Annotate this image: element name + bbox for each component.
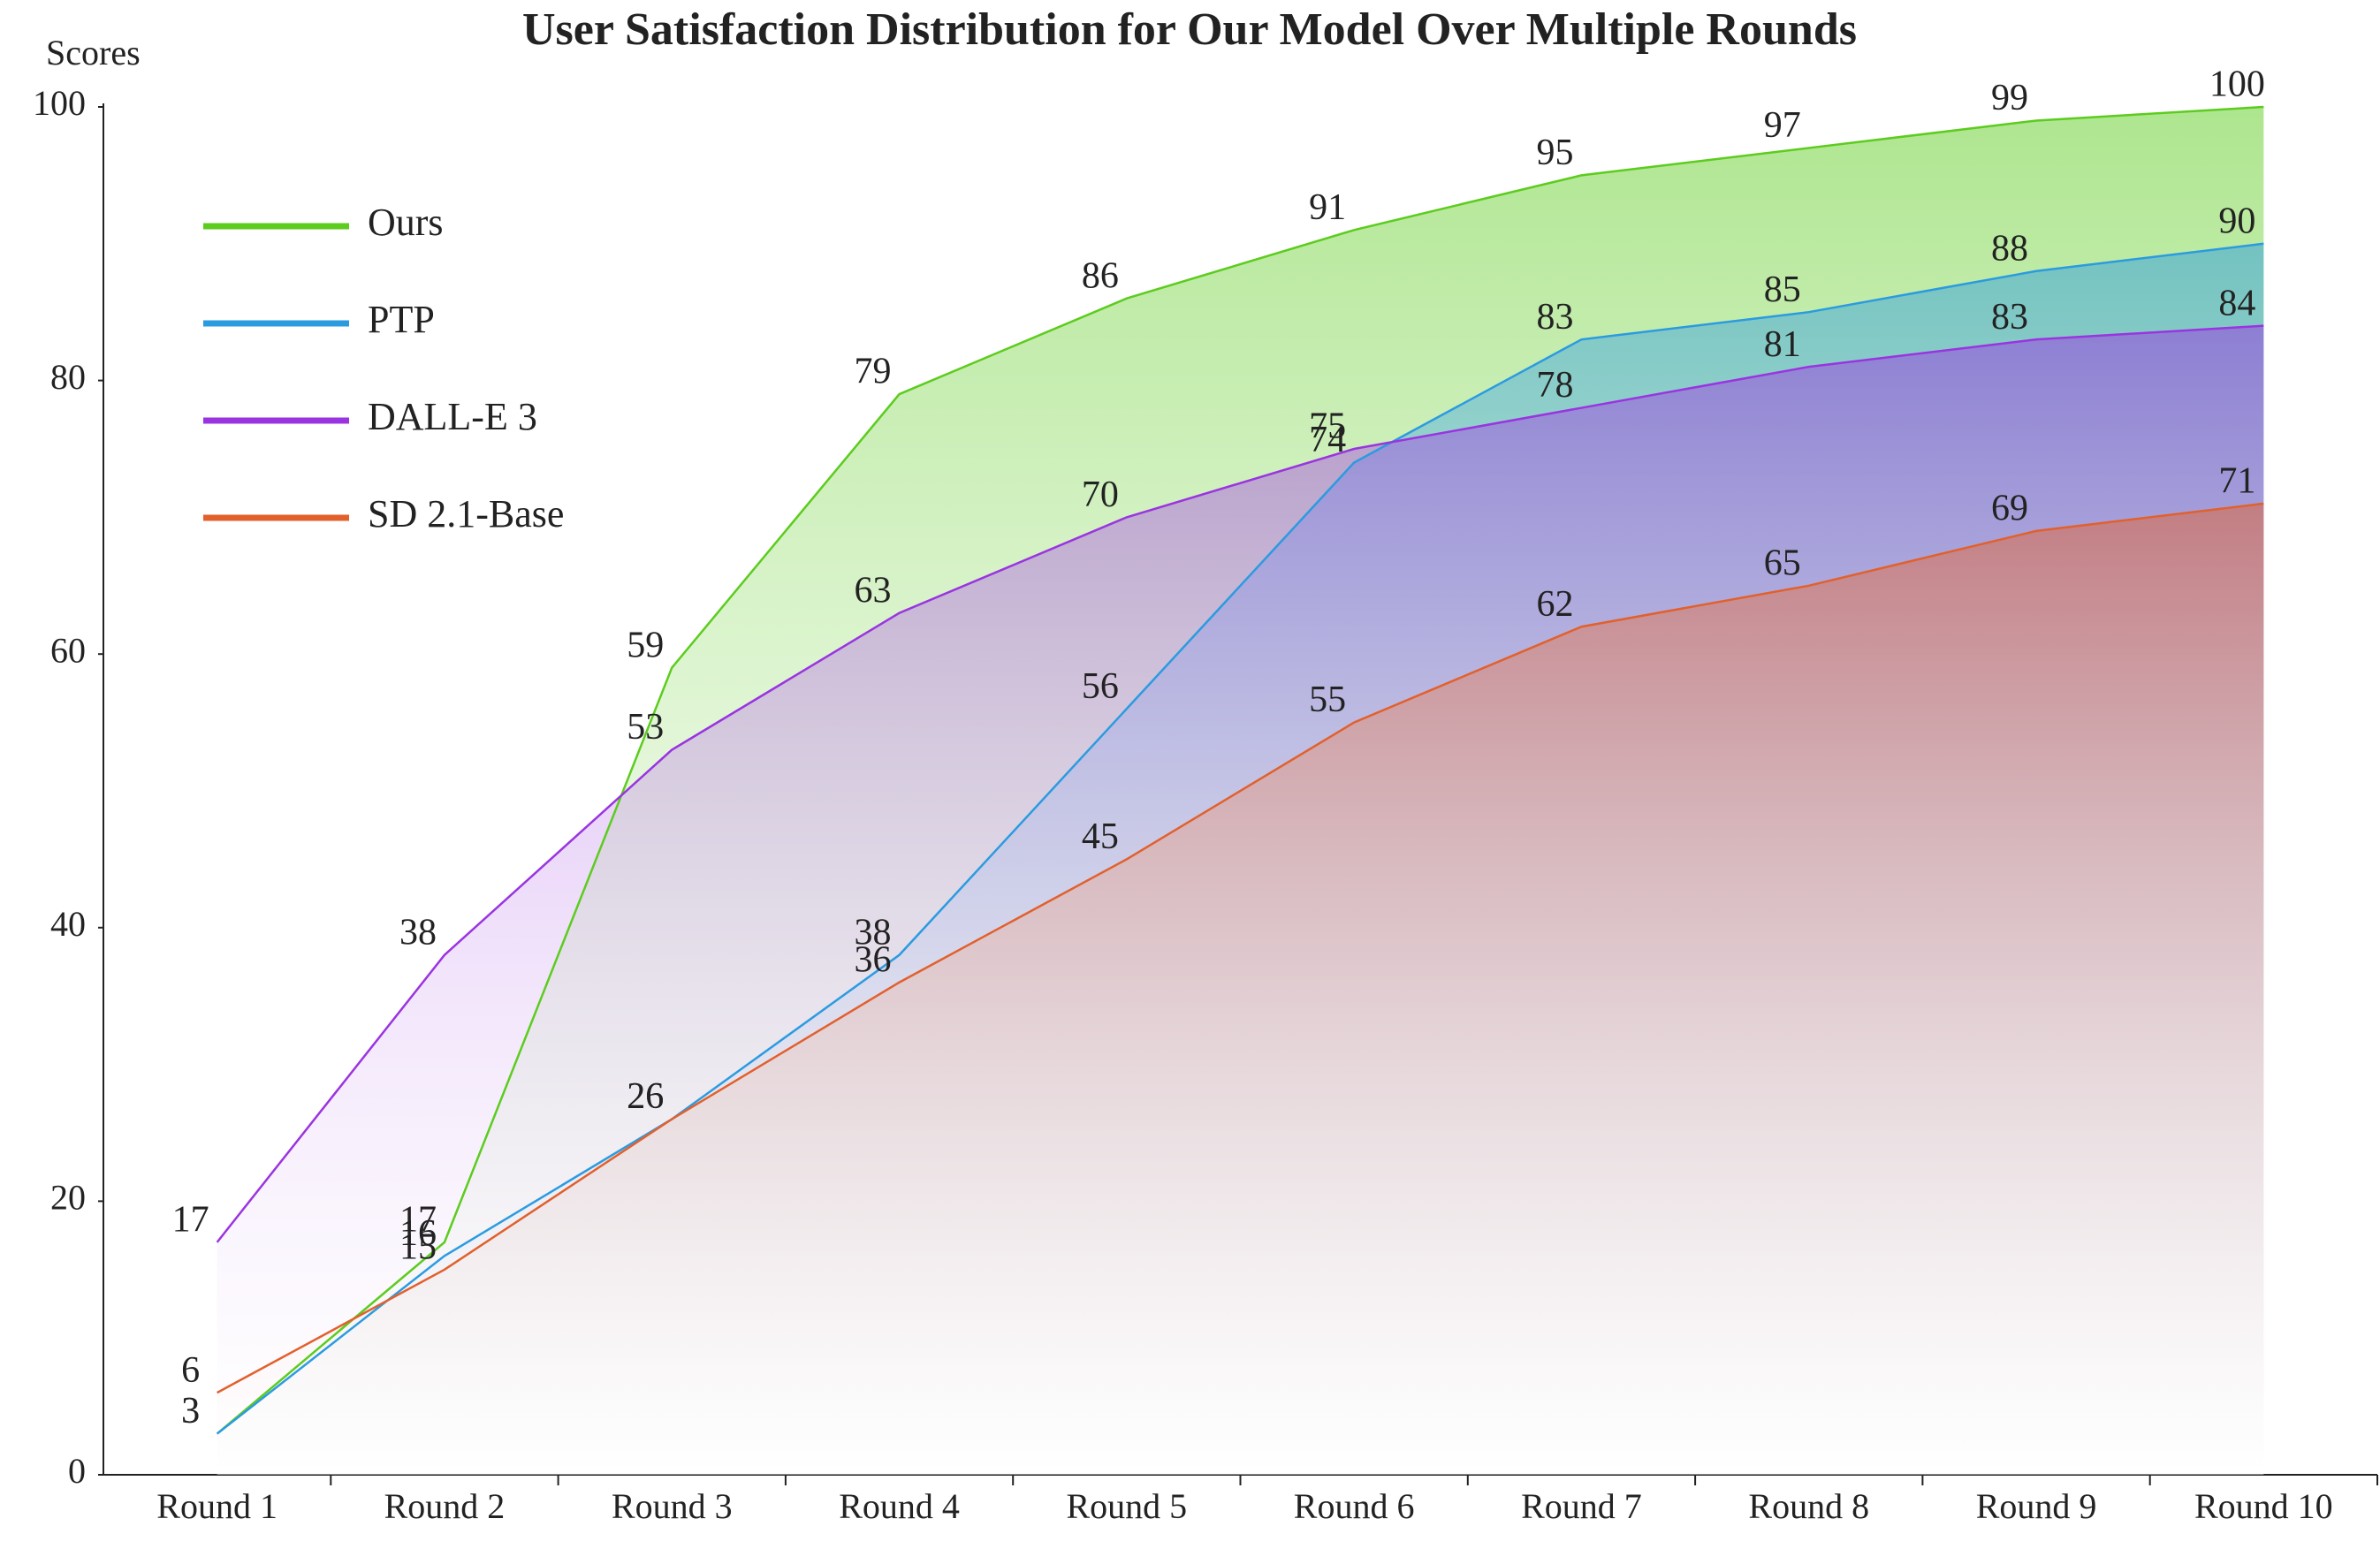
x-tick-label: Round 1: [156, 1486, 278, 1526]
value-label: 79: [855, 352, 892, 392]
legend-label: DALL-E 3: [368, 395, 537, 438]
value-label: 3: [181, 1391, 200, 1431]
area: [217, 503, 2264, 1476]
value-label: 99: [1991, 78, 2028, 118]
x-tick-label: Round 3: [612, 1486, 733, 1526]
value-label: 62: [1536, 584, 1573, 625]
value-label: 38: [855, 912, 892, 953]
x-tick-label: Round 9: [1976, 1486, 2097, 1526]
value-label: 26: [627, 1076, 664, 1117]
value-label: 83: [1991, 297, 2028, 338]
value-label: 71: [2218, 461, 2255, 502]
value-label: 59: [627, 625, 664, 665]
value-label: 16: [399, 1213, 437, 1254]
legend-label: Ours: [368, 201, 444, 244]
x-tick-label: Round 4: [839, 1486, 960, 1526]
value-label: 65: [1764, 543, 1801, 583]
y-tick-label: 100: [33, 83, 86, 123]
value-label: 85: [1764, 270, 1801, 310]
value-label: 17: [399, 1199, 437, 1240]
x-tick-label: Round 5: [1067, 1486, 1188, 1526]
line: [217, 502, 2264, 1394]
x-tick-label: Round 8: [1748, 1486, 1869, 1526]
value-label: 83: [1536, 297, 1573, 338]
value-label: 17: [172, 1199, 209, 1240]
y-tick-label: 80: [50, 357, 86, 397]
value-label: 84: [2218, 283, 2255, 323]
y-tick-label: 20: [50, 1178, 86, 1218]
value-label: 56: [1082, 666, 1119, 707]
y-tick-label: 0: [68, 1451, 86, 1491]
value-label: 53: [627, 707, 664, 748]
x-tick-label: Round 10: [2194, 1486, 2333, 1526]
y-tick-label: 40: [50, 904, 86, 944]
value-label: 45: [1082, 816, 1119, 857]
value-label: 36: [855, 939, 892, 980]
value-label: 78: [1536, 365, 1573, 406]
value-label: 6: [181, 1350, 200, 1391]
legend-label: PTP: [368, 298, 435, 341]
chart-title: User Satisfaction Distribution for Our M…: [522, 4, 1857, 55]
x-tick-label: Round 2: [384, 1486, 506, 1526]
line: [216, 105, 2264, 1435]
value-label: 100: [2209, 65, 2265, 105]
value-label: 81: [1764, 324, 1801, 365]
y-tick-label: 60: [50, 630, 86, 670]
value-label: 38: [399, 912, 437, 953]
x-tick-label: Round 6: [1294, 1486, 1415, 1526]
value-label: 15: [399, 1226, 437, 1267]
value-label: 90: [2218, 201, 2255, 241]
value-label: 74: [1309, 420, 1346, 460]
line: [216, 324, 2264, 1243]
value-label: 70: [1082, 475, 1119, 515]
line: [216, 242, 2264, 1435]
value-label: 75: [1309, 406, 1346, 447]
value-label: 69: [1991, 489, 2028, 529]
x-tick-label: Round 7: [1521, 1486, 1642, 1526]
legend-label: SD 2.1-Base: [368, 492, 564, 535]
y-axis-label: Scores: [46, 33, 141, 72]
value-label: 3: [181, 1391, 200, 1431]
value-label: 26: [627, 1076, 664, 1117]
value-label: 86: [1082, 255, 1119, 296]
value-label: 63: [855, 570, 892, 611]
value-label: 95: [1536, 133, 1573, 173]
value-label: 97: [1764, 105, 1801, 146]
value-label: 91: [1309, 187, 1346, 228]
value-label: 88: [1991, 228, 2028, 269]
value-label: 55: [1309, 680, 1346, 720]
